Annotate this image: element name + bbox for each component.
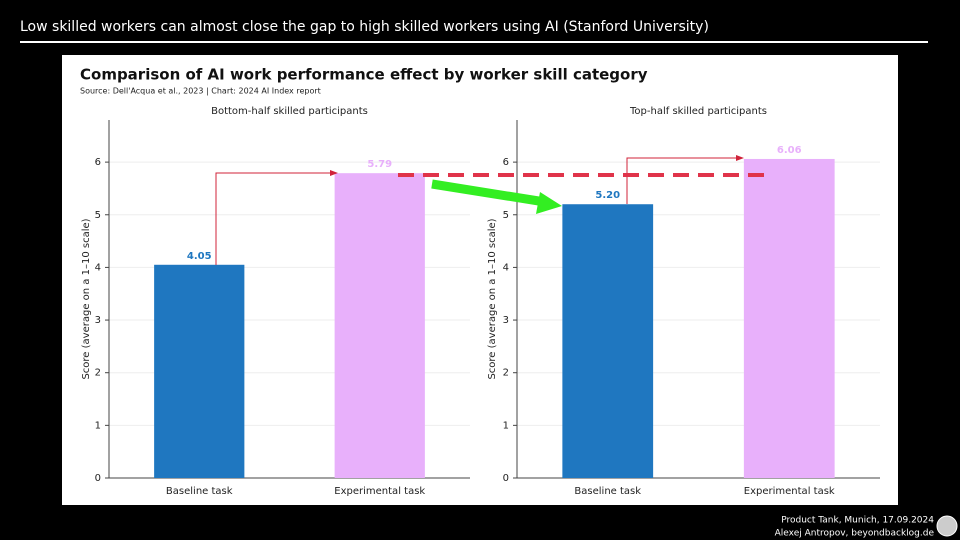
value-label: 5.20 (595, 190, 620, 201)
x-tick-label: Experimental task (334, 486, 425, 497)
x-tick-label: Baseline task (166, 486, 233, 497)
x-tick-label: Baseline task (574, 486, 641, 497)
y-tick-label: 2 (95, 368, 101, 379)
annotations (215, 155, 766, 265)
y-tick-label: 4 (95, 262, 101, 273)
bar (743, 158, 835, 479)
y-tick-label: 1 (95, 420, 101, 431)
y-tick-label: 3 (503, 315, 509, 326)
y-tick-label: 4 (503, 262, 509, 273)
green-arrow (431, 179, 546, 207)
y-tick-label: 5 (503, 210, 509, 221)
avatar (936, 515, 958, 537)
y-tick-label: 5 (95, 210, 101, 221)
arrowhead (330, 170, 338, 176)
connector-arrow (215, 172, 332, 265)
y-axis-label: Score (average on a 1–10 scale) (81, 218, 92, 379)
y-tick-label: 6 (95, 157, 101, 168)
y-tick-label: 2 (503, 368, 509, 379)
y-tick-label: 0 (95, 473, 101, 484)
value-label: 6.06 (777, 145, 802, 156)
slide-title: Low skilled workers can almost close the… (20, 19, 709, 35)
arrowhead (736, 155, 744, 161)
bar (562, 204, 654, 478)
green-arrowhead (536, 192, 562, 214)
y-tick-label: 0 (503, 473, 509, 484)
y-tick-label: 6 (503, 157, 509, 168)
subplot-title: Top-half skilled participants (629, 106, 767, 117)
bar (334, 173, 425, 478)
footer-text: Product Tank, Munich, 17.09.2024 (781, 516, 934, 526)
y-tick-label: 1 (503, 420, 509, 431)
x-tick-label: Experimental task (744, 486, 835, 497)
subplot-title: Bottom-half skilled participants (211, 106, 368, 117)
figure-title: Comparison of AI work performance effect… (80, 66, 648, 84)
value-label: 5.79 (367, 159, 392, 170)
footer-text: Alexej Antropov, beyondbacklog.de (775, 529, 935, 539)
figure-source: Source: Dell'Acqua et al., 2023 | Chart:… (80, 87, 321, 96)
connector-arrow (626, 157, 738, 204)
y-axis-label: Score (average on a 1–10 scale) (487, 218, 498, 379)
value-label: 4.05 (187, 251, 212, 262)
plots: Bottom-half skilled participants Score (a… (81, 106, 880, 497)
bar (154, 264, 245, 478)
y-tick-label: 3 (95, 315, 101, 326)
